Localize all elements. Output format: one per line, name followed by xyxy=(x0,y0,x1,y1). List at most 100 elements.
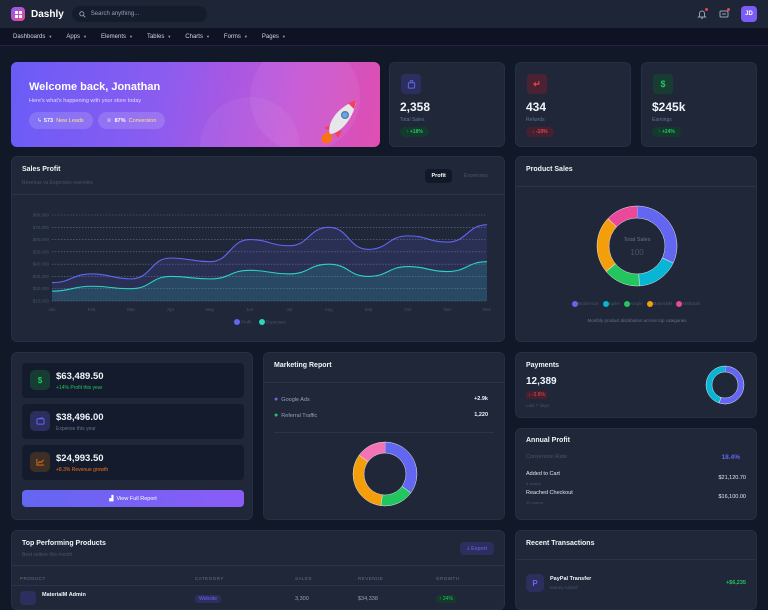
return-icon: ↵ xyxy=(527,74,547,94)
chevron-down-icon: ▼ xyxy=(243,34,248,39)
marketing-donut[interactable] xyxy=(352,441,418,507)
trophy-icon: ♕ xyxy=(106,117,112,124)
marketing-report-card: Marketing Report ● Google Ads +2.9k ● Re… xyxy=(263,352,505,520)
nav-dashboards[interactable]: Dashboards ▼ xyxy=(13,33,53,40)
legend-item[interactable]: Modernize xyxy=(571,301,599,307)
trending-up-icon xyxy=(30,452,50,472)
welcome-title: Welcome back, Jonathan xyxy=(29,81,161,93)
nav-pages[interactable]: Pages ▼ xyxy=(261,33,286,40)
product-sales-donut[interactable] xyxy=(596,205,678,287)
brand-name: Dashly xyxy=(31,8,64,20)
decline-badge: ↓ -10% xyxy=(526,127,554,137)
payments-donut[interactable] xyxy=(705,365,745,405)
chevron-down-icon: ▼ xyxy=(281,34,286,39)
new-leads-pill: ϟ 573 New Leads xyxy=(29,112,93,129)
legend-item[interactable]: MatDash xyxy=(676,301,700,307)
product-sales-legend: Modernize Spike Ample MaterialM MatDash xyxy=(566,301,706,307)
search-input[interactable]: Search anything... xyxy=(71,6,207,22)
svg-text:Expenses: Expenses xyxy=(266,320,287,325)
chevron-down-icon: ▼ xyxy=(48,34,53,39)
svg-text:$30,000: $30,000 xyxy=(33,274,50,279)
export-button[interactable]: ⤓ Export xyxy=(460,542,494,555)
stat-refunds: ↵ 434 Refunds ↓ -10% xyxy=(515,62,631,147)
nav-tables[interactable]: Tables ▼ xyxy=(146,33,172,40)
product-sales-card: Product Sales Total Sales 100 Modernize S… xyxy=(515,156,757,342)
svg-text:Jun: Jun xyxy=(246,307,254,312)
svg-text:May: May xyxy=(206,307,215,312)
svg-text:$40,000: $40,000 xyxy=(33,262,50,267)
sales-profit-chart[interactable]: $80,000 $70,000 $60,000 $50,000 $40,000 $30,0… xyxy=(12,197,506,337)
tab-profit[interactable]: Profit xyxy=(425,169,452,183)
svg-text:Aug: Aug xyxy=(325,307,334,312)
finance-summary-card: $ $63,489.50 +14% Profit this year $38,4… xyxy=(11,352,253,520)
svg-text:Oct: Oct xyxy=(404,307,412,312)
logo-icon[interactable] xyxy=(11,7,25,21)
search-placeholder: Search anything... xyxy=(90,11,140,17)
dollar-icon: $ xyxy=(653,74,673,94)
messages-icon[interactable] xyxy=(719,8,730,19)
welcome-banner: Welcome back, Jonathan Here's what's hap… xyxy=(11,62,380,147)
marketing-row-google-ads: ● Google Ads +2.9k xyxy=(274,396,488,403)
stat-total-sales: 2,358 Total Sales ↑ +18% xyxy=(389,62,505,147)
nav-forms[interactable]: Forms ▼ xyxy=(223,33,248,40)
paypal-icon: P xyxy=(526,574,544,592)
legend-item[interactable]: Ample xyxy=(623,301,643,307)
svg-text:$60,000: $60,000 xyxy=(33,237,50,242)
nav-elements[interactable]: Elements ▼ xyxy=(100,33,133,40)
category-badge: Website xyxy=(195,595,221,603)
svg-text:$20,000: $20,000 xyxy=(33,286,50,291)
lightning-icon: ϟ xyxy=(38,117,41,124)
box-icon xyxy=(20,591,36,605)
recent-transactions-card: Recent Transactions P PayPal Transfer Mo… xyxy=(515,530,757,610)
decline-badge: ↓ -3.8% xyxy=(526,391,547,399)
svg-text:Dec: Dec xyxy=(483,307,492,312)
growth-badge: ↑ +24% xyxy=(652,127,681,137)
chevron-down-icon: ▼ xyxy=(167,34,172,39)
revenue-item: $24,993.50 +8.3% Revenue growth xyxy=(22,445,244,480)
chevron-down-icon: ▼ xyxy=(129,34,133,39)
nav-charts[interactable]: Charts ▼ xyxy=(185,33,210,40)
stat-earnings: $ $245k Earnings ↑ +24% xyxy=(641,62,757,147)
svg-text:$50,000: $50,000 xyxy=(33,249,50,254)
svg-text:Sep: Sep xyxy=(364,307,373,312)
shopping-bag-icon xyxy=(401,74,421,94)
svg-text:Nov: Nov xyxy=(443,307,452,312)
growth-badge: ↑ 24% xyxy=(436,595,456,603)
svg-text:Jul: Jul xyxy=(286,307,292,312)
download-icon: ⤓ xyxy=(467,545,470,551)
legend-item[interactable]: Spike xyxy=(602,301,620,307)
wallet-icon xyxy=(30,411,50,431)
svg-text:Mar: Mar xyxy=(127,307,135,312)
user-avatar[interactable]: JD xyxy=(741,6,757,22)
chevron-down-icon: ▼ xyxy=(205,34,210,39)
nav-apps[interactable]: Apps ▼ xyxy=(66,33,87,40)
payments-card: Payments 12,389 ↓ -3.8% Last 7 days xyxy=(515,352,757,418)
welcome-subtitle: Here's what's happening with your store … xyxy=(29,98,142,104)
search-icon xyxy=(79,10,86,18)
growth-badge: ↑ +18% xyxy=(400,127,429,137)
legend-item[interactable]: MaterialM xyxy=(646,301,672,307)
annual-profit-card: Annual Profit Conversion Rate 18.4% Adde… xyxy=(515,428,757,520)
top-products-card: Top Performing Products Best sellers thi… xyxy=(11,530,505,610)
sales-profit-card: Sales Profit Revenue vs Expenses overvie… xyxy=(11,156,505,342)
svg-text:Feb: Feb xyxy=(88,307,96,312)
svg-text:Profit: Profit xyxy=(241,320,252,325)
expense-item: $38,496.00 Expense this year xyxy=(22,404,244,439)
svg-text:Jan: Jan xyxy=(48,307,56,312)
view-full-report-button[interactable]: ▟ View Full Report xyxy=(22,490,244,507)
tab-expenses[interactable]: Expenses xyxy=(463,173,488,179)
top-bar: Dashly Search anything... JD xyxy=(0,0,768,28)
svg-text:$10,000: $10,000 xyxy=(33,299,50,304)
main-nav: Dashboards ▼ Apps ▼ Elements ▼ Tables ▼ Char… xyxy=(0,28,768,46)
dot-icon: ● xyxy=(274,412,279,419)
dot-icon: ● xyxy=(274,396,279,403)
notification-bell-icon[interactable] xyxy=(697,8,708,19)
svg-text:$80,000: $80,000 xyxy=(33,213,50,218)
marketing-row-referral: ● Referral Traffic 1,220 xyxy=(274,412,488,419)
svg-text:Apr: Apr xyxy=(167,307,175,312)
profit-item: $ $63,489.50 +14% Profit this year xyxy=(22,363,244,398)
chevron-down-icon: ▼ xyxy=(83,34,87,39)
dollar-icon: $ xyxy=(30,370,50,390)
svg-text:$70,000: $70,000 xyxy=(33,225,50,230)
rocket-illustration xyxy=(321,101,356,144)
